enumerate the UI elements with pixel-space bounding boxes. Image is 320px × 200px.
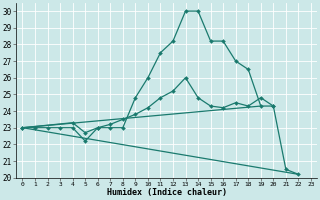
X-axis label: Humidex (Indice chaleur): Humidex (Indice chaleur) [107, 188, 227, 197]
